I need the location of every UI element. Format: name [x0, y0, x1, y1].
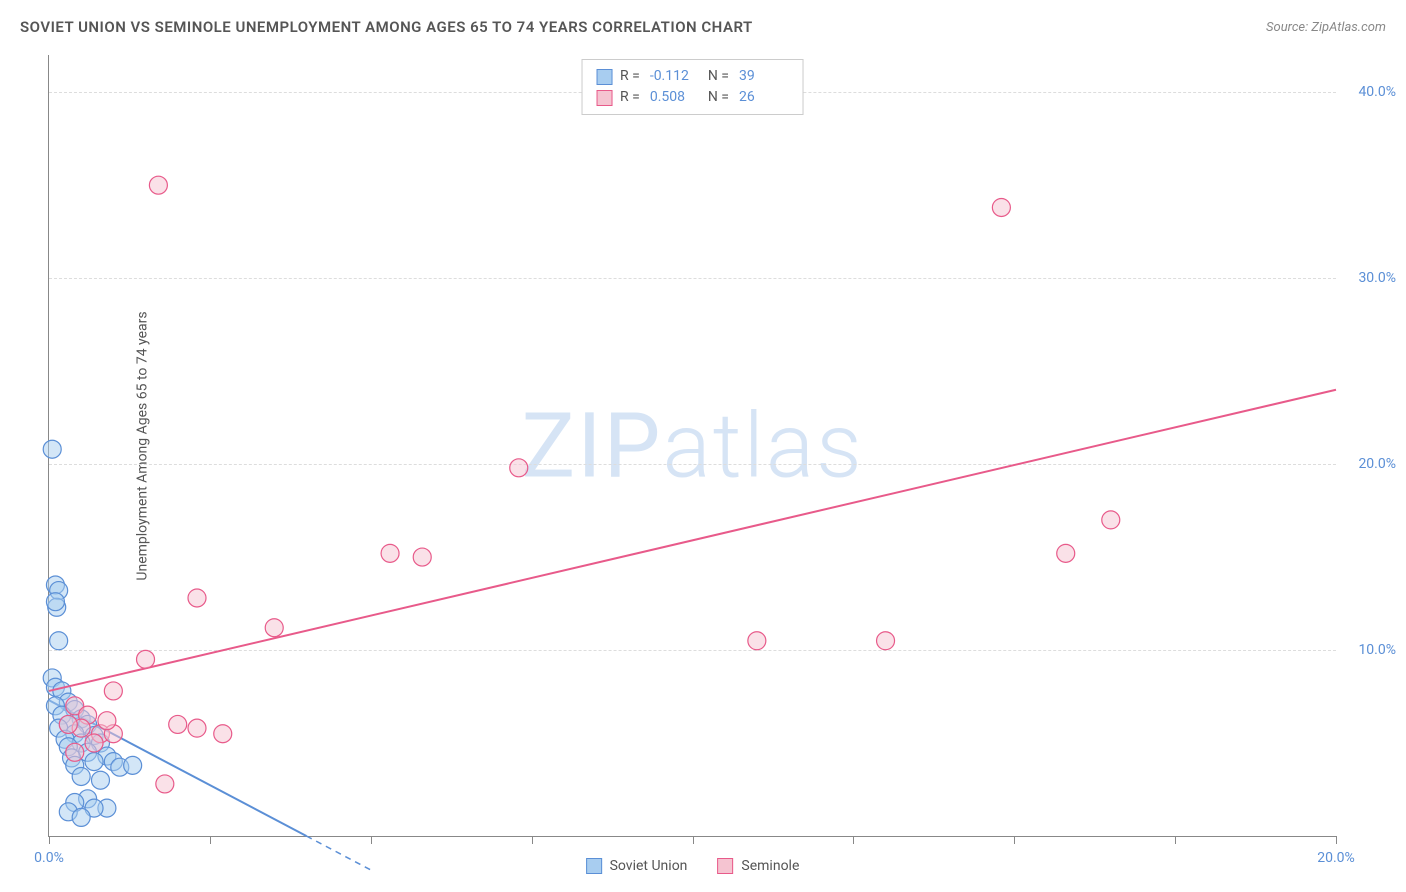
y-tick-label: 40.0% [1341, 84, 1396, 100]
stats-row-seminole: R = 0.508 N = 26 [596, 87, 789, 108]
stats-row-soviet: R = -0.112 N = 39 [596, 66, 789, 87]
data-point [104, 682, 122, 700]
r-label: R = [620, 87, 640, 108]
data-point [85, 734, 103, 752]
scatter-plot-svg [49, 55, 1336, 836]
y-tick-label: 20.0% [1341, 456, 1396, 472]
data-point [72, 808, 90, 826]
swatch-seminole [596, 90, 612, 106]
legend-item-soviet: Soviet Union [586, 858, 688, 874]
data-point [265, 619, 283, 637]
data-point [992, 198, 1010, 216]
swatch-seminole [717, 858, 733, 874]
data-point [188, 719, 206, 737]
data-point [137, 650, 155, 668]
x-tick-label: 20.0% [1317, 850, 1355, 866]
legend-label-seminole: Seminole [741, 858, 799, 874]
r-value-soviet: -0.112 [650, 66, 700, 87]
swatch-soviet [596, 69, 612, 85]
plot-area: ZIPatlas 10.0%20.0%30.0%40.0%0.0%20.0% R… [48, 55, 1336, 837]
data-point [43, 440, 61, 458]
data-point [85, 753, 103, 771]
data-point [156, 775, 174, 793]
legend-label-soviet: Soviet Union [610, 858, 688, 874]
swatch-soviet [586, 858, 602, 874]
legend-item-seminole: Seminole [717, 858, 799, 874]
y-tick-label: 10.0% [1341, 642, 1396, 658]
data-point [510, 459, 528, 477]
data-point [66, 743, 84, 761]
y-tick-label: 30.0% [1341, 270, 1396, 286]
r-label: R = [620, 66, 640, 87]
data-point [91, 771, 109, 789]
correlation-stats-box: R = -0.112 N = 39 R = 0.508 N = 26 [581, 59, 804, 115]
data-point [188, 589, 206, 607]
data-point [46, 593, 64, 611]
n-value-seminole: 26 [739, 87, 789, 108]
data-point [98, 712, 116, 730]
data-point [169, 715, 187, 733]
data-point [72, 767, 90, 785]
data-point [748, 632, 766, 650]
data-point [59, 715, 77, 733]
legend: Soviet Union Seminole [586, 858, 800, 874]
chart-title: SOVIET UNION VS SEMINOLE UNEMPLOYMENT AM… [20, 18, 753, 36]
data-point [214, 725, 232, 743]
n-label: N = [708, 66, 729, 87]
data-point [149, 176, 167, 194]
n-value-soviet: 39 [739, 66, 789, 87]
x-tick-label: 0.0% [34, 850, 64, 866]
data-point [381, 544, 399, 562]
n-label: N = [708, 87, 729, 108]
data-point [124, 756, 142, 774]
data-point [50, 632, 68, 650]
source-attribution: Source: ZipAtlas.com [1266, 20, 1386, 35]
data-point [1057, 544, 1075, 562]
r-value-seminole: 0.508 [650, 87, 700, 108]
data-point [877, 632, 895, 650]
data-point [413, 548, 431, 566]
data-point [1102, 511, 1120, 529]
